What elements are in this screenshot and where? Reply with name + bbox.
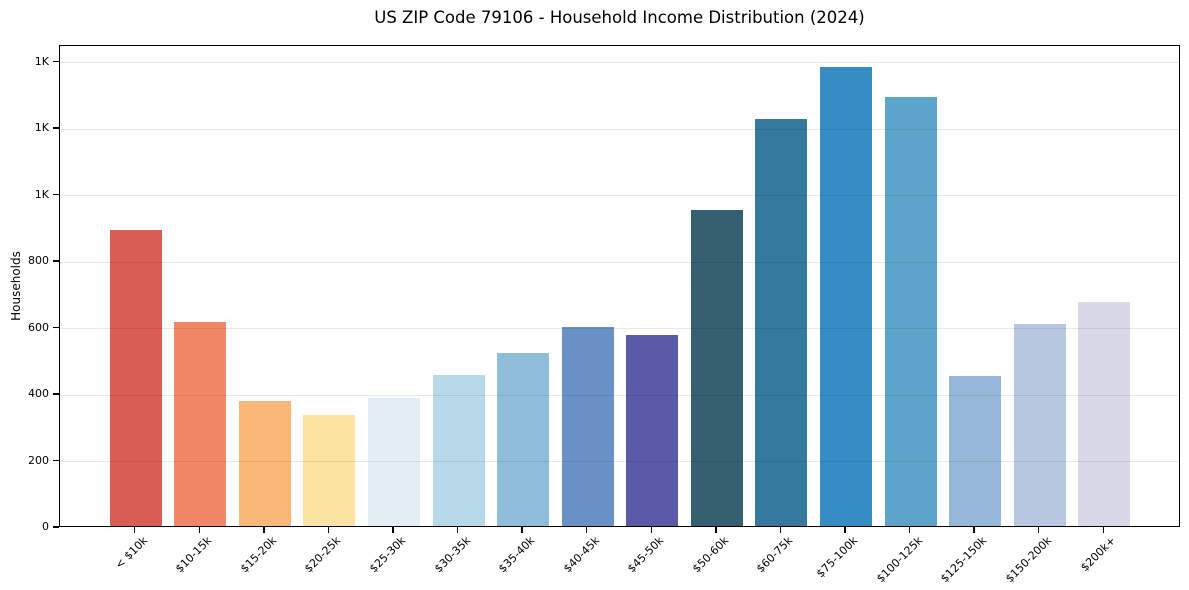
x-tick-label: < $10k [112,534,150,572]
bar [561,326,614,526]
gridline [60,128,1179,130]
y-tick-label: 1K [34,54,49,68]
bar [367,398,420,526]
y-tick-label: 600 [28,320,49,334]
y-tick-label: 200 [28,453,49,467]
x-tick-mark [133,527,136,533]
y-tick-mark [53,260,59,262]
bar [432,374,485,526]
gridline [60,328,1179,330]
bar [884,97,937,526]
y-tick-label: 1K [34,121,49,135]
gridline [60,461,1179,462]
y-tick-label: 400 [28,387,49,400]
bar [174,321,227,526]
x-tick-mark [327,527,330,533]
x-tick-mark [263,527,265,533]
gridline [60,394,1179,396]
x-tick-mark [456,527,459,533]
x-tick-mark [908,527,911,533]
y-tick-label: 0 [42,520,49,533]
y-tick-mark [53,326,59,329]
gridline [60,195,1179,197]
y-tick-mark [53,193,59,196]
x-tick-mark [392,527,394,533]
x-tick-mark [585,527,588,533]
y-tick-mark [53,127,59,129]
y-tick-mark [53,526,59,528]
bar [690,210,743,526]
y-tick-mark [53,393,59,395]
y-tick-label: 1K [34,187,49,201]
x-tick-mark [973,527,975,533]
chart-title: US ZIP Code 79106 - Household Income Dis… [374,8,865,27]
y-tick-label: 800 [28,254,49,268]
bar [303,414,356,526]
bar [819,67,872,526]
bar [1013,323,1066,526]
gridline [60,62,1179,64]
y-tick-mark [53,459,59,462]
x-tick-mark [779,527,782,533]
x-tick-mark [1102,527,1104,533]
x-tick-mark [715,527,717,533]
x-tick-mark [521,527,523,533]
bar [109,230,162,526]
bar [238,401,291,526]
x-tick-mark [1037,527,1040,533]
plot-area [59,45,1180,527]
x-tick-mark [650,527,652,533]
x-tick-mark [844,527,846,533]
x-tick-mark [198,527,200,533]
gridline [60,261,1179,263]
bar [1078,301,1131,526]
bar [755,118,808,526]
bar [949,376,1002,526]
bar [497,353,550,526]
y-tick-mark [53,60,59,63]
bar [626,334,679,526]
